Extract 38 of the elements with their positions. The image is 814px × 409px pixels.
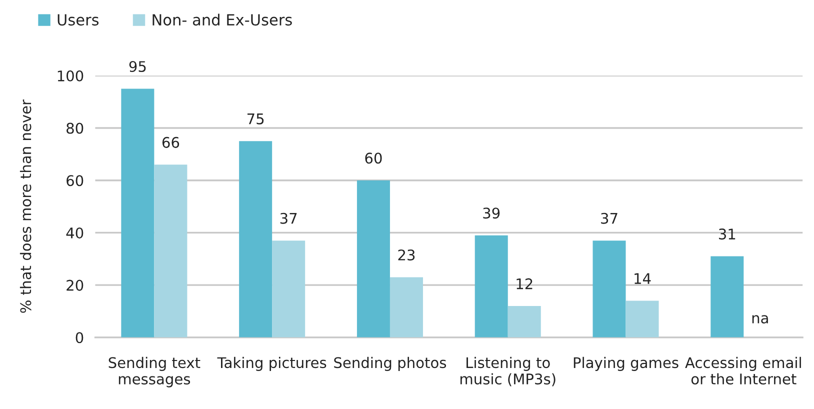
- y-tick-label: 60: [66, 175, 84, 186]
- x-tick-label: Listening to music (MP3s): [460, 356, 556, 386]
- bar: [474, 235, 508, 338]
- x-tick-label: Taking pictures: [217, 356, 326, 371]
- x-tick-label: Accessing email or the Internet: [685, 356, 801, 384]
- data-label: 60: [365, 152, 382, 164]
- y-tick-label: 0: [76, 332, 84, 344]
- legend-label: Users: [58, 14, 99, 26]
- data-label: 75: [247, 114, 264, 124]
- x-tick-label: Playing games: [574, 356, 678, 371]
- bar: [239, 141, 272, 338]
- data-label: 66: [162, 136, 180, 148]
- bar: [592, 240, 626, 338]
- data-label: 37: [280, 212, 297, 224]
- bar: [508, 306, 541, 338]
- text: na: [752, 315, 768, 324]
- data-label: 37: [601, 212, 618, 224]
- y-axis-title: % that does more than never: [20, 99, 32, 313]
- bar: [272, 240, 306, 338]
- y-tick-label: 80: [66, 122, 84, 134]
- legend-label: Non- and Ex-Users: [152, 14, 292, 26]
- data-label: 39: [483, 208, 500, 219]
- bar: [154, 164, 188, 338]
- data-label: 23: [398, 249, 415, 261]
- data-label: 31: [718, 228, 736, 240]
- data-label: 95: [129, 61, 146, 72]
- x-tick-label: Sending text messages: [108, 356, 200, 388]
- bar: [121, 88, 154, 338]
- y-tick-label: 40: [66, 227, 84, 238]
- y-tick-label: 20: [66, 280, 84, 291]
- bar: [710, 256, 744, 338]
- y-tick-label: 100: [58, 70, 84, 82]
- bar: [626, 300, 659, 338]
- bar: [356, 180, 390, 338]
- data-label: 14: [634, 273, 651, 284]
- x-tick-label: Sending photos: [334, 356, 446, 371]
- data-label: 12: [516, 278, 532, 290]
- bar: [390, 277, 423, 338]
